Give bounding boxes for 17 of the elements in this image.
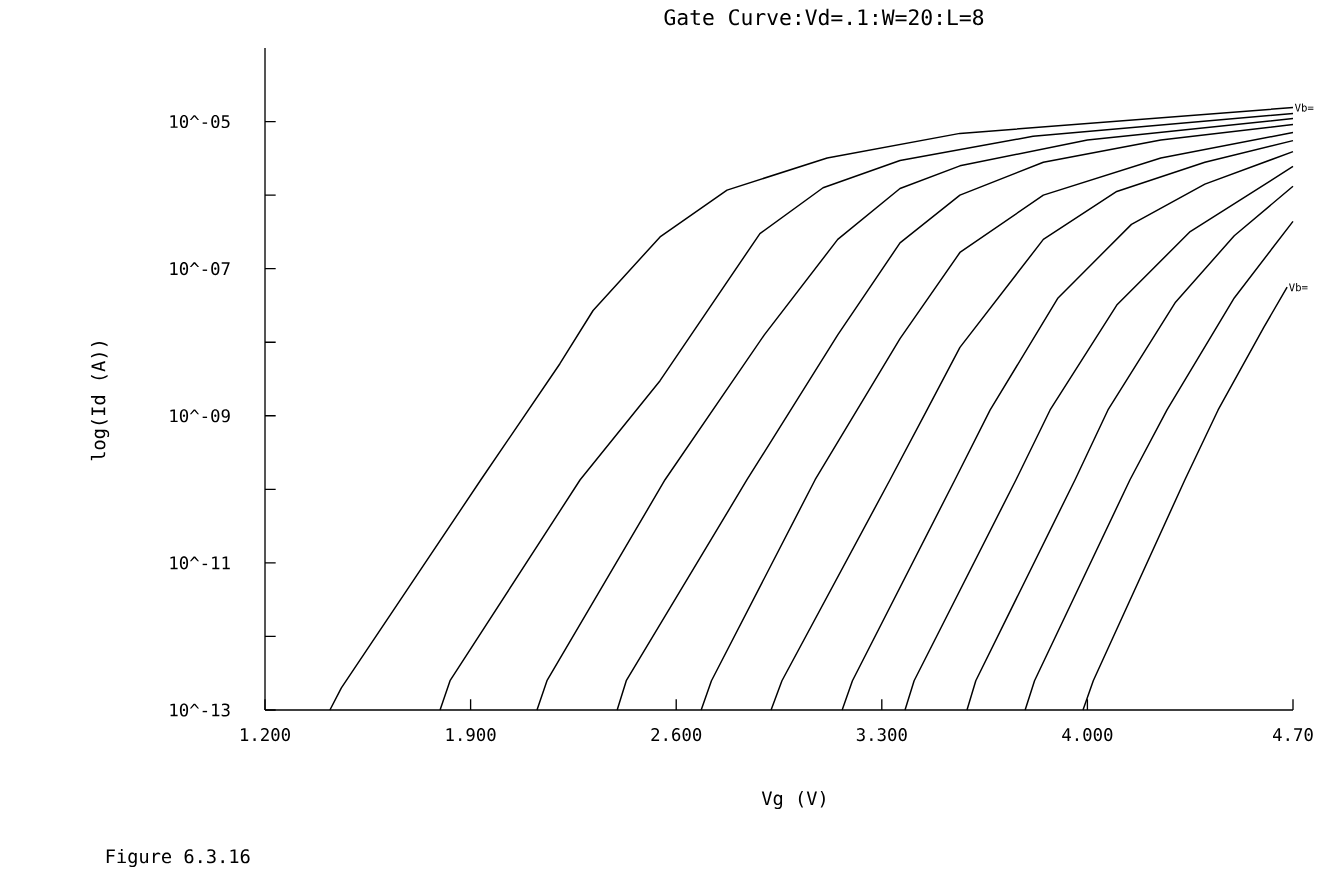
x-tick-label: 1.200 <box>241 728 290 742</box>
annotation: Vb= <box>1289 283 1308 292</box>
y-tick-label: 10^-11 <box>170 556 230 570</box>
x-axis-title: Vg (V) <box>761 790 825 810</box>
caption: Figure 6.3.16 <box>106 848 250 868</box>
x-tick-label: 1.900 <box>446 728 496 742</box>
y-tick-label: 10^-13 <box>170 703 230 717</box>
x-tick-label: 4.000 <box>1062 728 1113 742</box>
annotation: Vb= <box>1294 103 1314 112</box>
y-tick-label: 10^-05 <box>170 115 230 129</box>
y-tick-label: 10^-07 <box>170 262 230 276</box>
x-tick-label: 4.70 <box>1272 728 1313 742</box>
x-tick-label: 3.300 <box>856 728 907 742</box>
x-tick-label: 2.600 <box>651 728 702 742</box>
chart-title: Gate Curve:Vd=.1:W=20:L=8 <box>664 8 984 26</box>
y-axis-title: log(Id (A)) <box>90 342 110 461</box>
y-tick-label: 10^-09 <box>170 409 230 423</box>
